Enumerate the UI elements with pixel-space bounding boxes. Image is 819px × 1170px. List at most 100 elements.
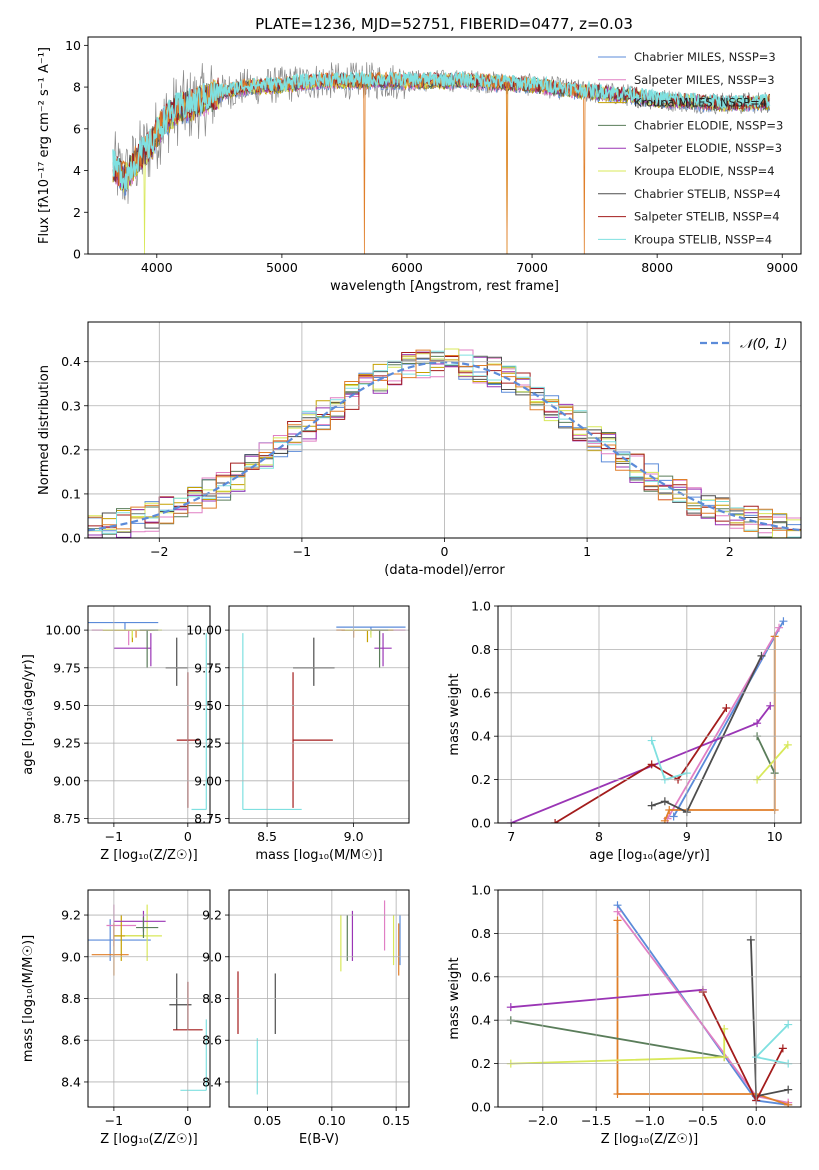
age_vs_Z-point [102,629,162,638]
age_vs_Z-ytick-label: 10.00 [45,623,81,638]
spectrum-ytick-label: 6 [73,121,81,136]
weight_vs_Z-xlabel: Z [log₁₀(Z/Z☉)] [601,1132,698,1147]
age_vs_mass-point [374,633,392,667]
weight_vs_Z-xtick-label: −1.0 [634,1113,664,1128]
weight_vs_age-ytick-label: 0.6 [471,685,491,700]
weight_vs_age-ytick-label: 0.4 [471,729,491,744]
mass_vs_Z-ytick-label: 8.4 [61,1074,81,1089]
age_vs_mass-point [341,629,394,643]
spectrum-xlabel: wavelength [Angstrom, rest frame] [330,279,559,294]
spectrum-xtick-label: 9000 [766,260,798,275]
weight_vs_Z-panel: −2.0 −1.5 −1.0 −0.5 0.0 0.0 0.2 0.4 0.6 0.8 1.0 Z [… [447,883,802,1147]
weight_vs_age-series-line [554,707,728,823]
spectrum-plot-area [112,62,771,254]
residuals-ylabel: Normed distribution [37,365,52,495]
weight_vs_age-ytick-label: 0.0 [471,816,491,831]
age_vs_mass-point [292,672,333,808]
weight_vs_Z-frame [497,889,802,1108]
spectrum-legend-entry: Chabrier ELODIE, NSSP=3 [634,118,783,132]
mass_vs_ebv-ytick-label: 8.8 [202,991,222,1006]
weight_vs_age-series-marker [757,651,766,660]
spectrum-legend-entry: Kroupa STELIB, NSSP=4 [634,232,772,246]
mass_vs_ebv-ytick-label: 9.2 [202,908,222,923]
age_vs_Z-ytick-label: 9.75 [53,660,81,675]
residual-legend-entry: 𝒩(0, 1) [740,337,787,352]
weight_vs_age-ytick-label: 0.2 [471,772,491,787]
mass_vs_ebv-ytick-label: 9.0 [202,949,222,964]
weight_vs_Z-series-marker [784,1085,793,1094]
weight_vs_age-series-marker [660,797,669,806]
residuals-xtick-label: 0 [441,544,449,559]
age_vs_mass-xlabel: mass [log₁₀(M/M☉)] [255,848,382,863]
weight_vs_age-series-marker [753,719,762,728]
weight_vs_Z-ytick-label: 0.4 [471,1013,491,1028]
spectrum-xtick-label: 4000 [141,260,173,275]
age_vs_Z-ytick-label: 9.50 [53,698,81,713]
age_vs_Z-point [88,621,159,631]
weight_vs_age-xtick-label: 9 [683,829,691,844]
weight_vs_Z-xtick-label: −2.0 [528,1113,558,1128]
age_vs_mass-xtick-label: 8.5 [257,829,277,844]
age_vs_Z-panel: −1 0 8.75 9.00 9.25 9.50 9.75 10.00 Z [log₁₀(Z/Z… [21,605,211,863]
weight_vs_age-ytick-label: 1.0 [471,599,491,614]
weight_vs_age-series-marker [551,819,560,823]
weight_vs_age-ytick-label: 0.8 [471,642,491,657]
weight_vs_age-series-marker [647,801,656,810]
age_vs_mass-ytick-label: 9.00 [194,773,222,788]
weight_vs_Z-ylabel: mass weight [447,957,462,1039]
weight_vs_Z-series-marker [613,1089,622,1098]
weight_vs_age-plot-area [507,617,792,823]
residuals-xtick-label: −2 [150,544,168,559]
age_vs_mass-ytick-label: 10.00 [186,623,222,638]
mass_vs_Z-frame [87,889,211,1108]
spectrum-ytick-label: 10 [65,38,81,53]
residuals-xtick-label: 2 [726,544,734,559]
mass_vs_Z-ytick-label: 8.8 [61,991,81,1006]
age_vs_Z-plot-area [88,621,207,811]
age_vs_Z-xtick-label: 0 [184,829,192,844]
residuals-ytick-label: 0.0 [61,531,81,546]
age_vs_mass-ytick-label: 8.75 [194,811,222,826]
mass_vs_Z-ytick-label: 9.2 [61,908,81,923]
residuals-ytick-label: 0.3 [61,398,81,413]
weight_vs_age-ylabel: mass weight [447,673,462,755]
age_vs_mass-point [344,629,389,638]
weight_vs_Z-series-marker [784,1100,793,1107]
age_vs_mass-frame [228,605,410,824]
weight_vs_Z-xtick-label: −1.5 [581,1113,611,1128]
weight_vs_Z-ytick-label: 0.8 [471,926,491,941]
weight_vs_age-series-line [756,735,776,774]
age_vs_mass-xtick-label: 9.0 [344,829,364,844]
weight_vs_age-frame [497,605,802,824]
weight_vs_age-series-marker [647,736,656,745]
weight_vs_Z-series-marker [784,1020,793,1029]
mass_vs_ebv-xtick-label: 0.05 [254,1113,282,1128]
spectrum-ytick-label: 4 [73,163,81,178]
age_vs_mass-panel: 8.5 9.0 8.75 9.00 9.25 9.50 9.75 10.00 mass [log… [186,605,410,863]
mass_vs_Z-plot-area [88,904,207,1091]
spectrum-ytick-label: 8 [73,80,81,95]
spectrum-xtick-label: 7000 [516,260,548,275]
spectrum-legend-entry: Salpeter ELODIE, NSSP=3 [634,141,782,155]
weight_vs_Z-xtick-label: 0.0 [746,1113,766,1128]
mass_vs_ebv-plot-area [237,900,401,1095]
weight_vs_Z-ytick-label: 0.0 [471,1100,491,1115]
weight_vs_age-panel: 7 8 9 10 0.0 0.2 0.4 0.6 0.8 1.0 age [log₁₀(age/yr… [447,599,802,863]
age_vs_mass-point [293,637,335,686]
mass_vs_Z-xlabel: Z [log₁₀(Z/Z☉)] [100,1132,197,1147]
age_vs_mass-ytick-label: 9.75 [194,660,222,675]
weight_vs_age-xlabel: age [log₁₀(age/yr)] [589,848,710,863]
mass_vs_Z-ytick-label: 8.6 [61,1033,81,1048]
age_vs_Z-point [91,629,151,646]
spectrum-panel: 4000 5000 6000 7000 8000 9000 0 2 4 6 8 10 wavelengt… [37,36,802,294]
mass_vs_ebv-frame [228,889,410,1108]
mass_vs_ebv-ytick-label: 8.6 [202,1033,222,1048]
weight_vs_Z-series-line [510,988,703,1009]
age_vs_mass-ytick-label: 9.50 [194,698,222,713]
weight_vs_age-xtick-label: 7 [507,829,515,844]
age_vs_Z-frame [87,605,211,824]
spectrum-legend-entry: Salpeter STELIB, NSSP=4 [634,210,780,224]
mass_vs_ebv-xlabel: E(B-V) [299,1132,339,1147]
mass_vs_ebv-xtick-label: 0.15 [382,1113,410,1128]
residuals-ytick-label: 0.2 [61,442,81,457]
